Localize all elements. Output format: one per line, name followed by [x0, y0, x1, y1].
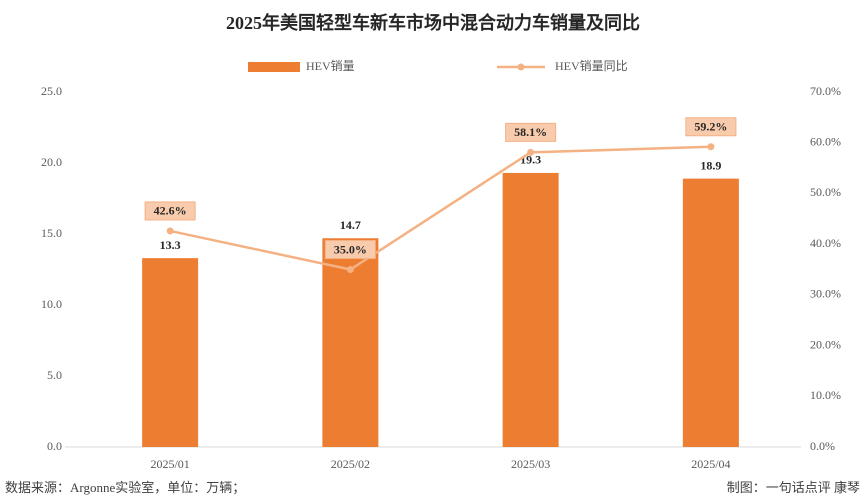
- bar: [142, 258, 199, 447]
- bar: [682, 178, 739, 447]
- y2-tick-label: 20.0%: [810, 337, 841, 351]
- y2-tick-label: 50.0%: [810, 185, 841, 199]
- legend-label: HEV销量同比: [555, 59, 628, 73]
- credit-note: 制图：一句话点评 康琴: [727, 480, 860, 495]
- y2-tick-label: 0.0%: [810, 439, 835, 453]
- label-box: [144, 201, 196, 221]
- line: [169, 145, 711, 271]
- line-point: [707, 143, 715, 151]
- y2-tick-label: 30.0%: [810, 287, 841, 301]
- source-note: 数据来源：Argonne实验室，单位：万辆；: [5, 480, 245, 496]
- y2-tick-label: 10.0%: [810, 388, 841, 402]
- line-point: [166, 227, 174, 235]
- y-tick-label: 20.0: [41, 155, 62, 169]
- x-tick-label: 2025/03: [511, 457, 550, 471]
- chart-title: 2025年美国轻型车新车市场中混合动力车销量及同比: [226, 12, 640, 33]
- bar-value-label: 14.7: [340, 218, 361, 232]
- y-tick-label: 0.0: [47, 439, 62, 453]
- x-tick-label: 2025/01: [150, 457, 189, 471]
- line-value-label: 42.6%: [154, 204, 187, 218]
- legend-swatch-marker: [517, 63, 525, 71]
- x-tick-label: 2025/02: [331, 457, 370, 471]
- y2-tick-label: 40.0%: [810, 236, 841, 250]
- line-point: [346, 266, 354, 273]
- label-box: [685, 117, 737, 137]
- label-box: [505, 122, 557, 142]
- line-value-label: 58.1%: [514, 125, 547, 139]
- bar: [322, 238, 379, 447]
- line-value-label: 35.0%: [334, 242, 367, 256]
- y-tick-label: 5.0: [47, 368, 62, 382]
- bar-value-label: 13.3: [160, 238, 181, 252]
- bar-value-label: 18.9: [700, 158, 721, 172]
- y2-tick-label: 70.0%: [810, 84, 841, 98]
- y-tick-label: 15.0: [41, 226, 62, 240]
- line-point: [527, 148, 535, 156]
- y-tick-label: 10.0: [41, 297, 62, 311]
- label-box: [324, 240, 376, 259]
- y2-tick-label: 60.0%: [810, 134, 841, 148]
- legend-swatch: [248, 62, 300, 72]
- bar: [502, 172, 559, 447]
- y-tick-label: 25.0: [41, 84, 62, 98]
- legend-label: HEV销量: [306, 59, 355, 73]
- x-tick-label: 2025/04: [691, 457, 730, 471]
- line-value-label: 59.2%: [694, 120, 727, 134]
